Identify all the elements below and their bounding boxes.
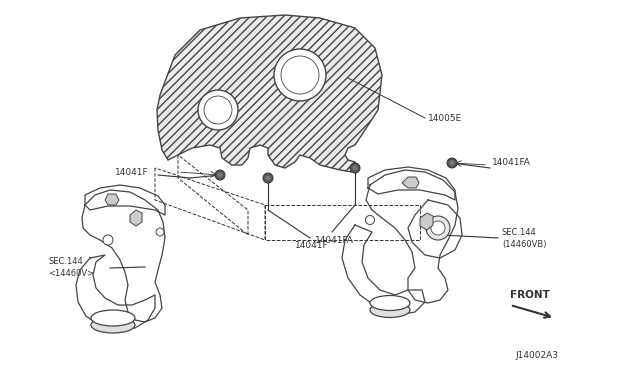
- Polygon shape: [157, 15, 382, 172]
- Ellipse shape: [103, 235, 113, 245]
- Text: 14041FA: 14041FA: [492, 157, 531, 167]
- Text: (14460VB): (14460VB): [502, 240, 547, 248]
- Text: SEC.144: SEC.144: [502, 228, 537, 237]
- Ellipse shape: [426, 216, 450, 240]
- Ellipse shape: [91, 310, 135, 326]
- Polygon shape: [130, 210, 142, 226]
- Text: 14041FA: 14041FA: [315, 235, 354, 244]
- Ellipse shape: [352, 165, 358, 171]
- Text: 14005E: 14005E: [428, 113, 462, 122]
- Ellipse shape: [91, 317, 135, 333]
- Ellipse shape: [449, 160, 455, 166]
- Ellipse shape: [215, 170, 225, 180]
- Ellipse shape: [198, 90, 238, 130]
- Ellipse shape: [431, 221, 445, 235]
- Text: <14460V>: <14460V>: [48, 269, 94, 279]
- Ellipse shape: [274, 49, 326, 101]
- Ellipse shape: [156, 228, 164, 236]
- Ellipse shape: [365, 215, 374, 224]
- Text: 14041F: 14041F: [295, 241, 328, 250]
- Ellipse shape: [281, 56, 319, 94]
- Text: J14002A3: J14002A3: [515, 350, 558, 359]
- Text: 14041F: 14041F: [115, 167, 148, 176]
- Text: SEC.144: SEC.144: [48, 257, 83, 266]
- Polygon shape: [420, 213, 433, 230]
- Polygon shape: [105, 194, 119, 205]
- Text: FRONT: FRONT: [510, 290, 550, 300]
- Ellipse shape: [370, 295, 410, 311]
- Ellipse shape: [204, 96, 232, 124]
- Ellipse shape: [447, 158, 457, 168]
- Ellipse shape: [217, 172, 223, 178]
- Polygon shape: [402, 177, 419, 188]
- Ellipse shape: [370, 302, 410, 317]
- Ellipse shape: [265, 175, 271, 181]
- Ellipse shape: [350, 163, 360, 173]
- Ellipse shape: [263, 173, 273, 183]
